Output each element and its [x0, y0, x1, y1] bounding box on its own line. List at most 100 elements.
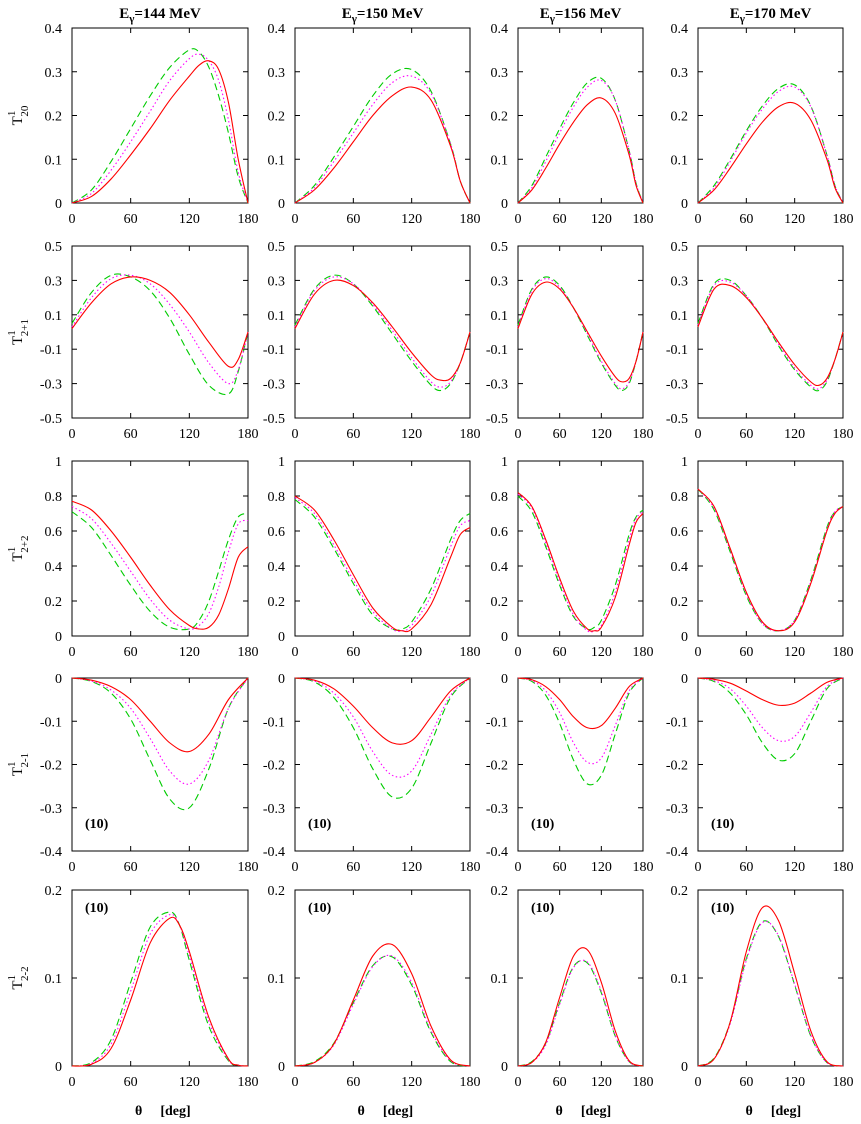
x-tick-label: 180	[238, 212, 259, 227]
chart-panel: -0.5 -0.3 -0.1 0.1 0.3 0.5 0 60 120 180	[263, 240, 481, 442]
y-tick-label: -0.2	[40, 759, 62, 774]
plot-frame	[294, 889, 471, 1067]
chart-panel: -0.5 -0.3 -0.1 0.1 0.3 0.5 0 60 120 180	[486, 240, 654, 442]
scale-annotation: (10)	[85, 817, 109, 832]
row-label: T12+2	[6, 536, 31, 562]
x-axis-label: θ [deg]	[135, 1104, 191, 1119]
x-tick-label: 60	[553, 212, 567, 227]
y-tick-label: -0.3	[666, 802, 688, 817]
y-tick-label: 0.3	[491, 274, 509, 289]
x-tick-label: 180	[833, 427, 854, 442]
series-line-dotted	[517, 959, 644, 1067]
y-tick-label: 0.4	[268, 560, 286, 575]
y-tick-label: 0	[501, 1060, 508, 1075]
scale-annotation: (10)	[531, 901, 555, 916]
y-tick-label: 0.5	[491, 240, 509, 255]
series-line-solid	[71, 276, 249, 368]
series-line-dotted	[294, 75, 471, 204]
series-line-solid	[517, 97, 644, 204]
scale-annotation: (10)	[308, 901, 332, 916]
y-tick-label: 0.1	[491, 153, 509, 168]
x-tick-label: 180	[633, 212, 654, 227]
chart-panel: 0 0.2 0.4 0.6 0.8 1 0 60 120 180	[268, 455, 481, 660]
scale-annotation: (10)	[711, 901, 735, 916]
x-tick-label: 180	[633, 427, 654, 442]
x-tick-label: 0	[695, 645, 702, 660]
x-tick-label: 120	[591, 212, 612, 227]
column-title: Eγ=150 MeV	[342, 6, 424, 25]
plot-frame	[517, 889, 644, 1067]
y-tick-label: -0.4	[263, 845, 285, 860]
series-line-dashed	[517, 495, 644, 631]
series-line-dashed	[697, 278, 844, 392]
plot-frame	[697, 460, 844, 637]
chart-panel: 0 0.1 0.2 0.3 0.4 0 60 120 180	[671, 22, 854, 227]
x-tick-label: 60	[739, 212, 753, 227]
svg-text:T12+2: T12+2	[6, 536, 31, 562]
row-label: T120	[6, 105, 31, 125]
row-label: T12-2	[6, 966, 31, 989]
y-tick-label: 0	[55, 672, 62, 687]
x-tick-label: 120	[591, 645, 612, 660]
series-line-dotted	[71, 53, 249, 204]
y-tick-label: 0	[681, 197, 688, 212]
x-tick-label: 180	[633, 1075, 654, 1090]
plot-frame	[517, 245, 644, 419]
y-tick-label: -0.3	[40, 378, 62, 393]
plot-frame	[294, 245, 471, 419]
y-tick-label: 0.5	[671, 240, 689, 255]
column-title: Eγ=156 MeV	[540, 6, 622, 25]
plot-frame	[71, 27, 249, 204]
chart-panel: 0 0.2 0.4 0.6 0.8 1 0 60 120 180	[671, 455, 854, 660]
series-line-dotted	[71, 274, 249, 385]
x-tick-label: 180	[238, 860, 259, 875]
x-tick-label: 180	[633, 860, 654, 875]
series-line-dashed	[294, 274, 471, 392]
series-line-solid	[294, 677, 471, 745]
x-tick-label: 0	[292, 212, 299, 227]
series-line-dotted	[294, 276, 471, 388]
x-tick-label: 180	[833, 212, 854, 227]
series-line-dashed	[697, 488, 844, 632]
y-tick-label: 0	[55, 630, 62, 645]
y-tick-label: -0.1	[666, 715, 688, 730]
series-line-dashed	[71, 48, 249, 204]
y-tick-label: -0.4	[486, 845, 508, 860]
y-tick-label: 0	[278, 197, 285, 212]
x-tick-label: 120	[179, 860, 200, 875]
series-line-dotted	[517, 79, 644, 204]
x-tick-label: 120	[784, 212, 805, 227]
series-line-dashed	[697, 920, 844, 1067]
series-line-solid	[517, 281, 644, 383]
y-tick-label: 0.3	[45, 66, 63, 81]
y-tick-label: 0.4	[45, 22, 63, 37]
x-tick-label: 180	[633, 645, 654, 660]
x-axis-label: θ [deg]	[746, 1104, 802, 1119]
series-line-dashed	[71, 511, 249, 631]
y-tick-label: 0.4	[671, 22, 689, 37]
series-line-dotted	[517, 677, 644, 765]
chart-panel: 0 0.1 0.2 0.3 0.4 0 60 120 180	[268, 22, 481, 227]
y-tick-label: 0.2	[45, 884, 63, 899]
column-title: Eγ=170 MeV	[730, 6, 812, 25]
series-line-dotted	[71, 506, 249, 630]
scale-annotation: (10)	[711, 817, 735, 832]
x-tick-label: 0	[292, 860, 299, 875]
x-tick-label: 60	[346, 860, 360, 875]
x-tick-label: 0	[695, 427, 702, 442]
series-line-dashed	[71, 677, 249, 811]
plot-frame	[517, 27, 644, 204]
x-tick-label: 0	[69, 427, 76, 442]
y-tick-label: -0.5	[666, 412, 688, 427]
plot-frame	[517, 460, 644, 637]
chart-panel: 0 0.2 0.4 0.6 0.8 1 0 60 120 180	[491, 455, 654, 660]
chart-panel: -0.4 -0.3 -0.2 -0.1 0 0 60 120 180 (10)	[666, 672, 854, 875]
y-tick-label: 0.2	[671, 595, 689, 610]
svg-text:T12+1: T12+1	[6, 319, 31, 345]
y-tick-label: 1	[55, 455, 62, 470]
x-tick-label: 180	[460, 860, 481, 875]
series-line-solid	[294, 495, 471, 633]
chart-panel: 0 0.1 0.2 0 60 120 180 (10)	[268, 884, 481, 1090]
series-line-dashed	[517, 959, 644, 1067]
